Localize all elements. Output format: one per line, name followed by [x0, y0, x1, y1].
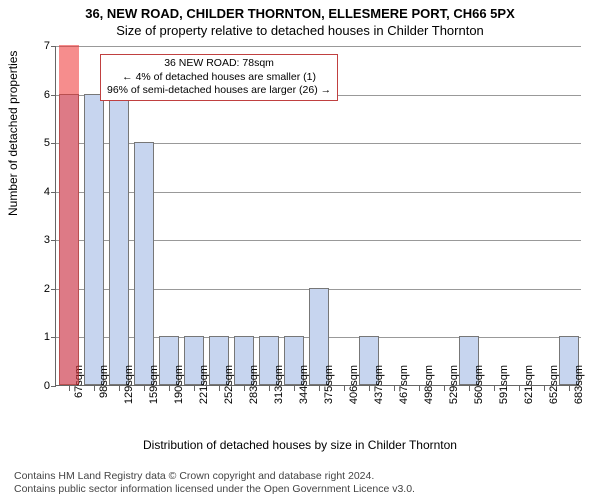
ytick-mark: [51, 95, 56, 96]
ytick-mark: [51, 46, 56, 47]
bar: [134, 142, 154, 385]
xtick-label: 498sqm: [423, 365, 435, 415]
ytick-mark: [51, 337, 56, 338]
xtick-mark: [319, 386, 320, 391]
xtick-mark: [144, 386, 145, 391]
ytick-label: 2: [30, 283, 50, 295]
annotation-line3: 96% of semi-detached houses are larger (…: [107, 84, 331, 98]
highlight-bar: [59, 45, 79, 385]
xtick-mark: [444, 386, 445, 391]
ytick-label: 4: [30, 186, 50, 198]
xtick-mark: [219, 386, 220, 391]
annotation-box: 36 NEW ROAD: 78sqm ← 4% of detached hous…: [100, 54, 338, 101]
xtick-mark: [94, 386, 95, 391]
xtick-mark: [344, 386, 345, 391]
gridline: [56, 46, 581, 47]
annotation-line1: 36 NEW ROAD: 78sqm: [107, 57, 331, 71]
ytick-label: 6: [30, 89, 50, 101]
ytick-label: 0: [30, 380, 50, 392]
xtick-mark: [569, 386, 570, 391]
xtick-label: 437sqm: [373, 365, 385, 415]
xtick-mark: [269, 386, 270, 391]
chart-area: 0123456767sqm98sqm129sqm159sqm190sqm221s…: [55, 46, 580, 386]
xtick-mark: [244, 386, 245, 391]
xtick-mark: [494, 386, 495, 391]
xtick-mark: [394, 386, 395, 391]
ytick-label: 3: [30, 234, 50, 246]
xtick-mark: [544, 386, 545, 391]
ytick-label: 1: [30, 331, 50, 343]
xtick-mark: [69, 386, 70, 391]
ytick-label: 5: [30, 137, 50, 149]
xtick-label: 621sqm: [523, 365, 535, 415]
xtick-mark: [469, 386, 470, 391]
xtick-mark: [194, 386, 195, 391]
xtick-mark: [169, 386, 170, 391]
xtick-mark: [419, 386, 420, 391]
ytick-mark: [51, 240, 56, 241]
ytick-mark: [51, 192, 56, 193]
annotation-line2: ← 4% of detached houses are smaller (1): [107, 71, 331, 85]
xtick-mark: [519, 386, 520, 391]
xtick-mark: [119, 386, 120, 391]
attribution: Contains HM Land Registry data © Crown c…: [14, 470, 415, 496]
x-axis-label: Distribution of detached houses by size …: [0, 438, 600, 452]
chart-container: 36, NEW ROAD, CHILDER THORNTON, ELLESMER…: [0, 0, 600, 500]
attribution-line2: Contains public sector information licen…: [14, 483, 415, 496]
ytick-mark: [51, 289, 56, 290]
xtick-label: 375sqm: [323, 365, 335, 415]
title-main: 36, NEW ROAD, CHILDER THORNTON, ELLESMER…: [0, 0, 600, 21]
title-sub: Size of property relative to detached ho…: [0, 21, 600, 38]
attribution-line1: Contains HM Land Registry data © Crown c…: [14, 470, 415, 483]
y-axis-label: Number of detached properties: [6, 51, 20, 216]
xtick-label: 683sqm: [573, 365, 585, 415]
ytick-mark: [51, 143, 56, 144]
xtick-label: 591sqm: [498, 365, 510, 415]
ytick-mark: [51, 386, 56, 387]
xtick-label: 467sqm: [398, 365, 410, 415]
xtick-label: 560sqm: [473, 365, 485, 415]
xtick-mark: [294, 386, 295, 391]
ytick-label: 7: [30, 40, 50, 52]
xtick-mark: [369, 386, 370, 391]
bar: [109, 94, 129, 385]
bar: [84, 94, 104, 385]
